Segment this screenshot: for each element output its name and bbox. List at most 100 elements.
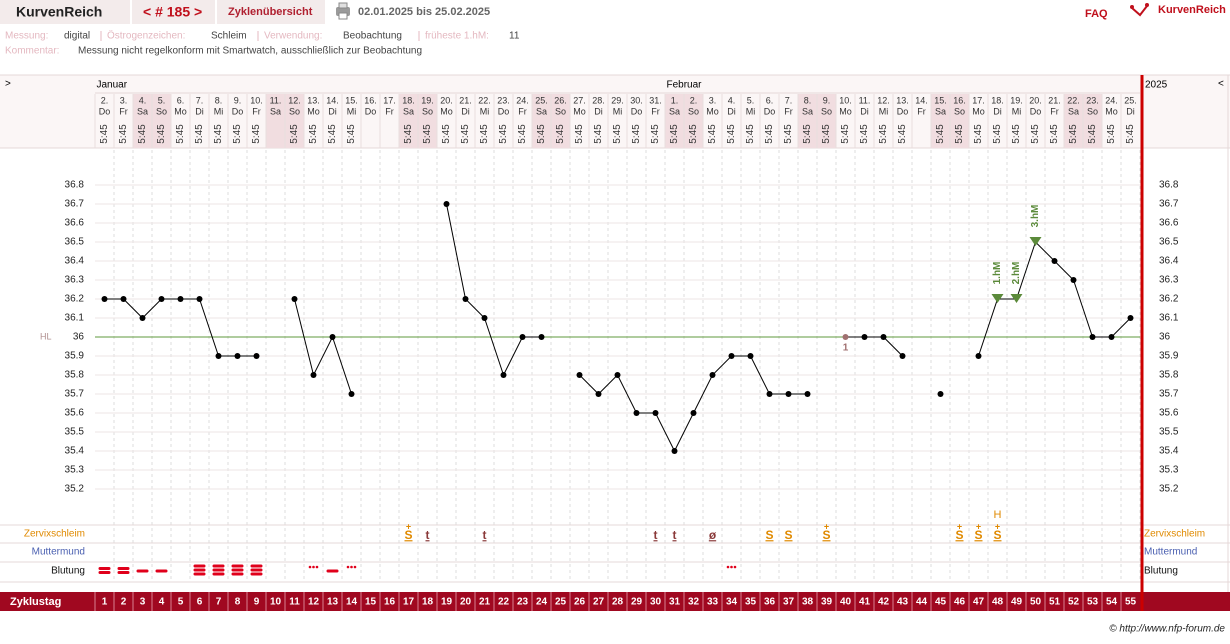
temperature-point (975, 353, 982, 359)
temperature-point (177, 296, 184, 302)
time-label: 5:45 (536, 124, 547, 144)
cervix-mark-sup: + (957, 521, 962, 531)
weekday-label: Sa (270, 106, 281, 116)
y-tick-label: 36.8 (1159, 180, 1179, 191)
info-line: Messung: digital Östrogenzeichen: Schlei… (5, 30, 520, 57)
cycle-day: 50 (1030, 597, 1042, 608)
time-label: 5:45 (612, 124, 623, 144)
weekday-label: Mo (440, 106, 453, 116)
weekday-label: So (954, 106, 965, 116)
date-label: 4. (728, 95, 736, 105)
date-label: 10. (250, 95, 263, 105)
temperature-point (1070, 277, 1077, 283)
date-label: 18. (402, 95, 415, 105)
weekday-label: Mo (839, 106, 852, 116)
date-label: 1. (671, 95, 679, 105)
date-label: 31. (649, 95, 662, 105)
app-title: KurvenReich (16, 4, 102, 20)
temperature-point (1127, 315, 1134, 321)
bleeding-dot (315, 565, 319, 569)
cervix-mark: t (426, 528, 430, 542)
time-label: 5:45 (517, 124, 528, 144)
logo-text: KurvenReich (1158, 4, 1226, 16)
time-label: 5:45 (574, 124, 585, 144)
cycle-day: 14 (346, 597, 358, 608)
time-label: 5:45 (175, 124, 186, 144)
weekday-label: Fr (518, 106, 527, 116)
date-label: 9. (823, 95, 831, 105)
weekday-label: Fr (784, 106, 793, 116)
nav-box[interactable] (132, 0, 215, 24)
cycle-day: 35 (745, 597, 757, 608)
weekend-cell (1064, 94, 1083, 148)
temperature-point (1108, 334, 1115, 340)
row-label: Blutung (51, 566, 85, 577)
bleeding-bar (155, 569, 168, 573)
faq-link[interactable]: FAQ (1085, 8, 1108, 20)
weekday-label: Do (764, 106, 776, 116)
weekend-cell (152, 94, 171, 148)
y-tick-label: 36.1 (1159, 313, 1179, 324)
cycle-day: 33 (707, 597, 719, 608)
y-tick-label: 35.9 (1159, 351, 1179, 362)
temperature-point (804, 391, 811, 397)
weekend-cell (798, 94, 817, 148)
temperature-point (139, 315, 146, 321)
y-tick-label: 35.6 (1159, 408, 1179, 419)
cycle-day: 43 (897, 597, 909, 608)
weekend-cell (266, 94, 285, 148)
temperature-point (291, 296, 298, 302)
time-label: 5:45 (821, 124, 832, 144)
date-label: 25. (1124, 95, 1137, 105)
bleeding-dot (350, 565, 353, 569)
y-tick-label: 36.2 (65, 294, 85, 305)
cover-line-label: HL (40, 331, 52, 341)
row-label: Zervixschleim (24, 529, 85, 540)
bleeding-dot (346, 565, 350, 569)
cycle-day: 20 (460, 597, 472, 608)
date-label: 21. (1048, 95, 1061, 105)
time-label: 5:45 (973, 124, 984, 144)
temperature-point (709, 372, 716, 378)
cycle-nav[interactable]: < # 185 > (143, 4, 202, 20)
overview-link[interactable]: Zyklenübersicht (228, 6, 313, 18)
time-label: 5:45 (669, 124, 680, 144)
cycle-day: 21 (479, 597, 491, 608)
cycle-day: 45 (935, 597, 947, 608)
weekday-label: Fr (917, 106, 926, 116)
time-label: 5:45 (1011, 124, 1022, 144)
cycle-day: 55 (1125, 597, 1137, 608)
temperature-point (101, 296, 108, 302)
weekend-cell (418, 94, 437, 148)
cycle-day: 44 (916, 597, 928, 608)
header-bg (0, 75, 1230, 148)
nav-left[interactable]: > (5, 79, 11, 90)
printer-icon[interactable] (336, 2, 350, 20)
weekday-label: Do (99, 106, 111, 116)
weekday-label: So (688, 106, 699, 116)
y-tick-label: 35.4 (65, 446, 85, 457)
weekday-label: Mo (972, 106, 985, 116)
row-label: Zervixschleim (1144, 529, 1205, 540)
date-label: 16. (953, 95, 966, 105)
overview-box[interactable] (217, 0, 325, 24)
cycle-day: 51 (1049, 597, 1061, 608)
time-label: 5:45 (593, 124, 604, 144)
cycle-day: 15 (365, 597, 377, 608)
cervix-mark: S (765, 528, 773, 542)
date-label: 3. (709, 95, 717, 105)
bleeding-bar (231, 572, 244, 576)
weekday-label: Sa (536, 106, 547, 116)
weekend-cell (399, 94, 418, 148)
time-label: 5:45 (1106, 124, 1117, 144)
cervix-mark: ø (709, 528, 717, 542)
y-tick-label: 36.4 (1159, 256, 1179, 267)
cycle-day: 54 (1106, 597, 1118, 608)
nav-right[interactable]: < (1218, 79, 1224, 90)
logo-icon (1130, 3, 1149, 17)
y-tick-label: 36 (73, 332, 85, 343)
bleeding-dot (312, 565, 315, 569)
y-tick-label: 36.3 (65, 275, 85, 286)
info-label: früheste 1.hM: (425, 31, 489, 42)
temperature-line (294, 298, 352, 395)
